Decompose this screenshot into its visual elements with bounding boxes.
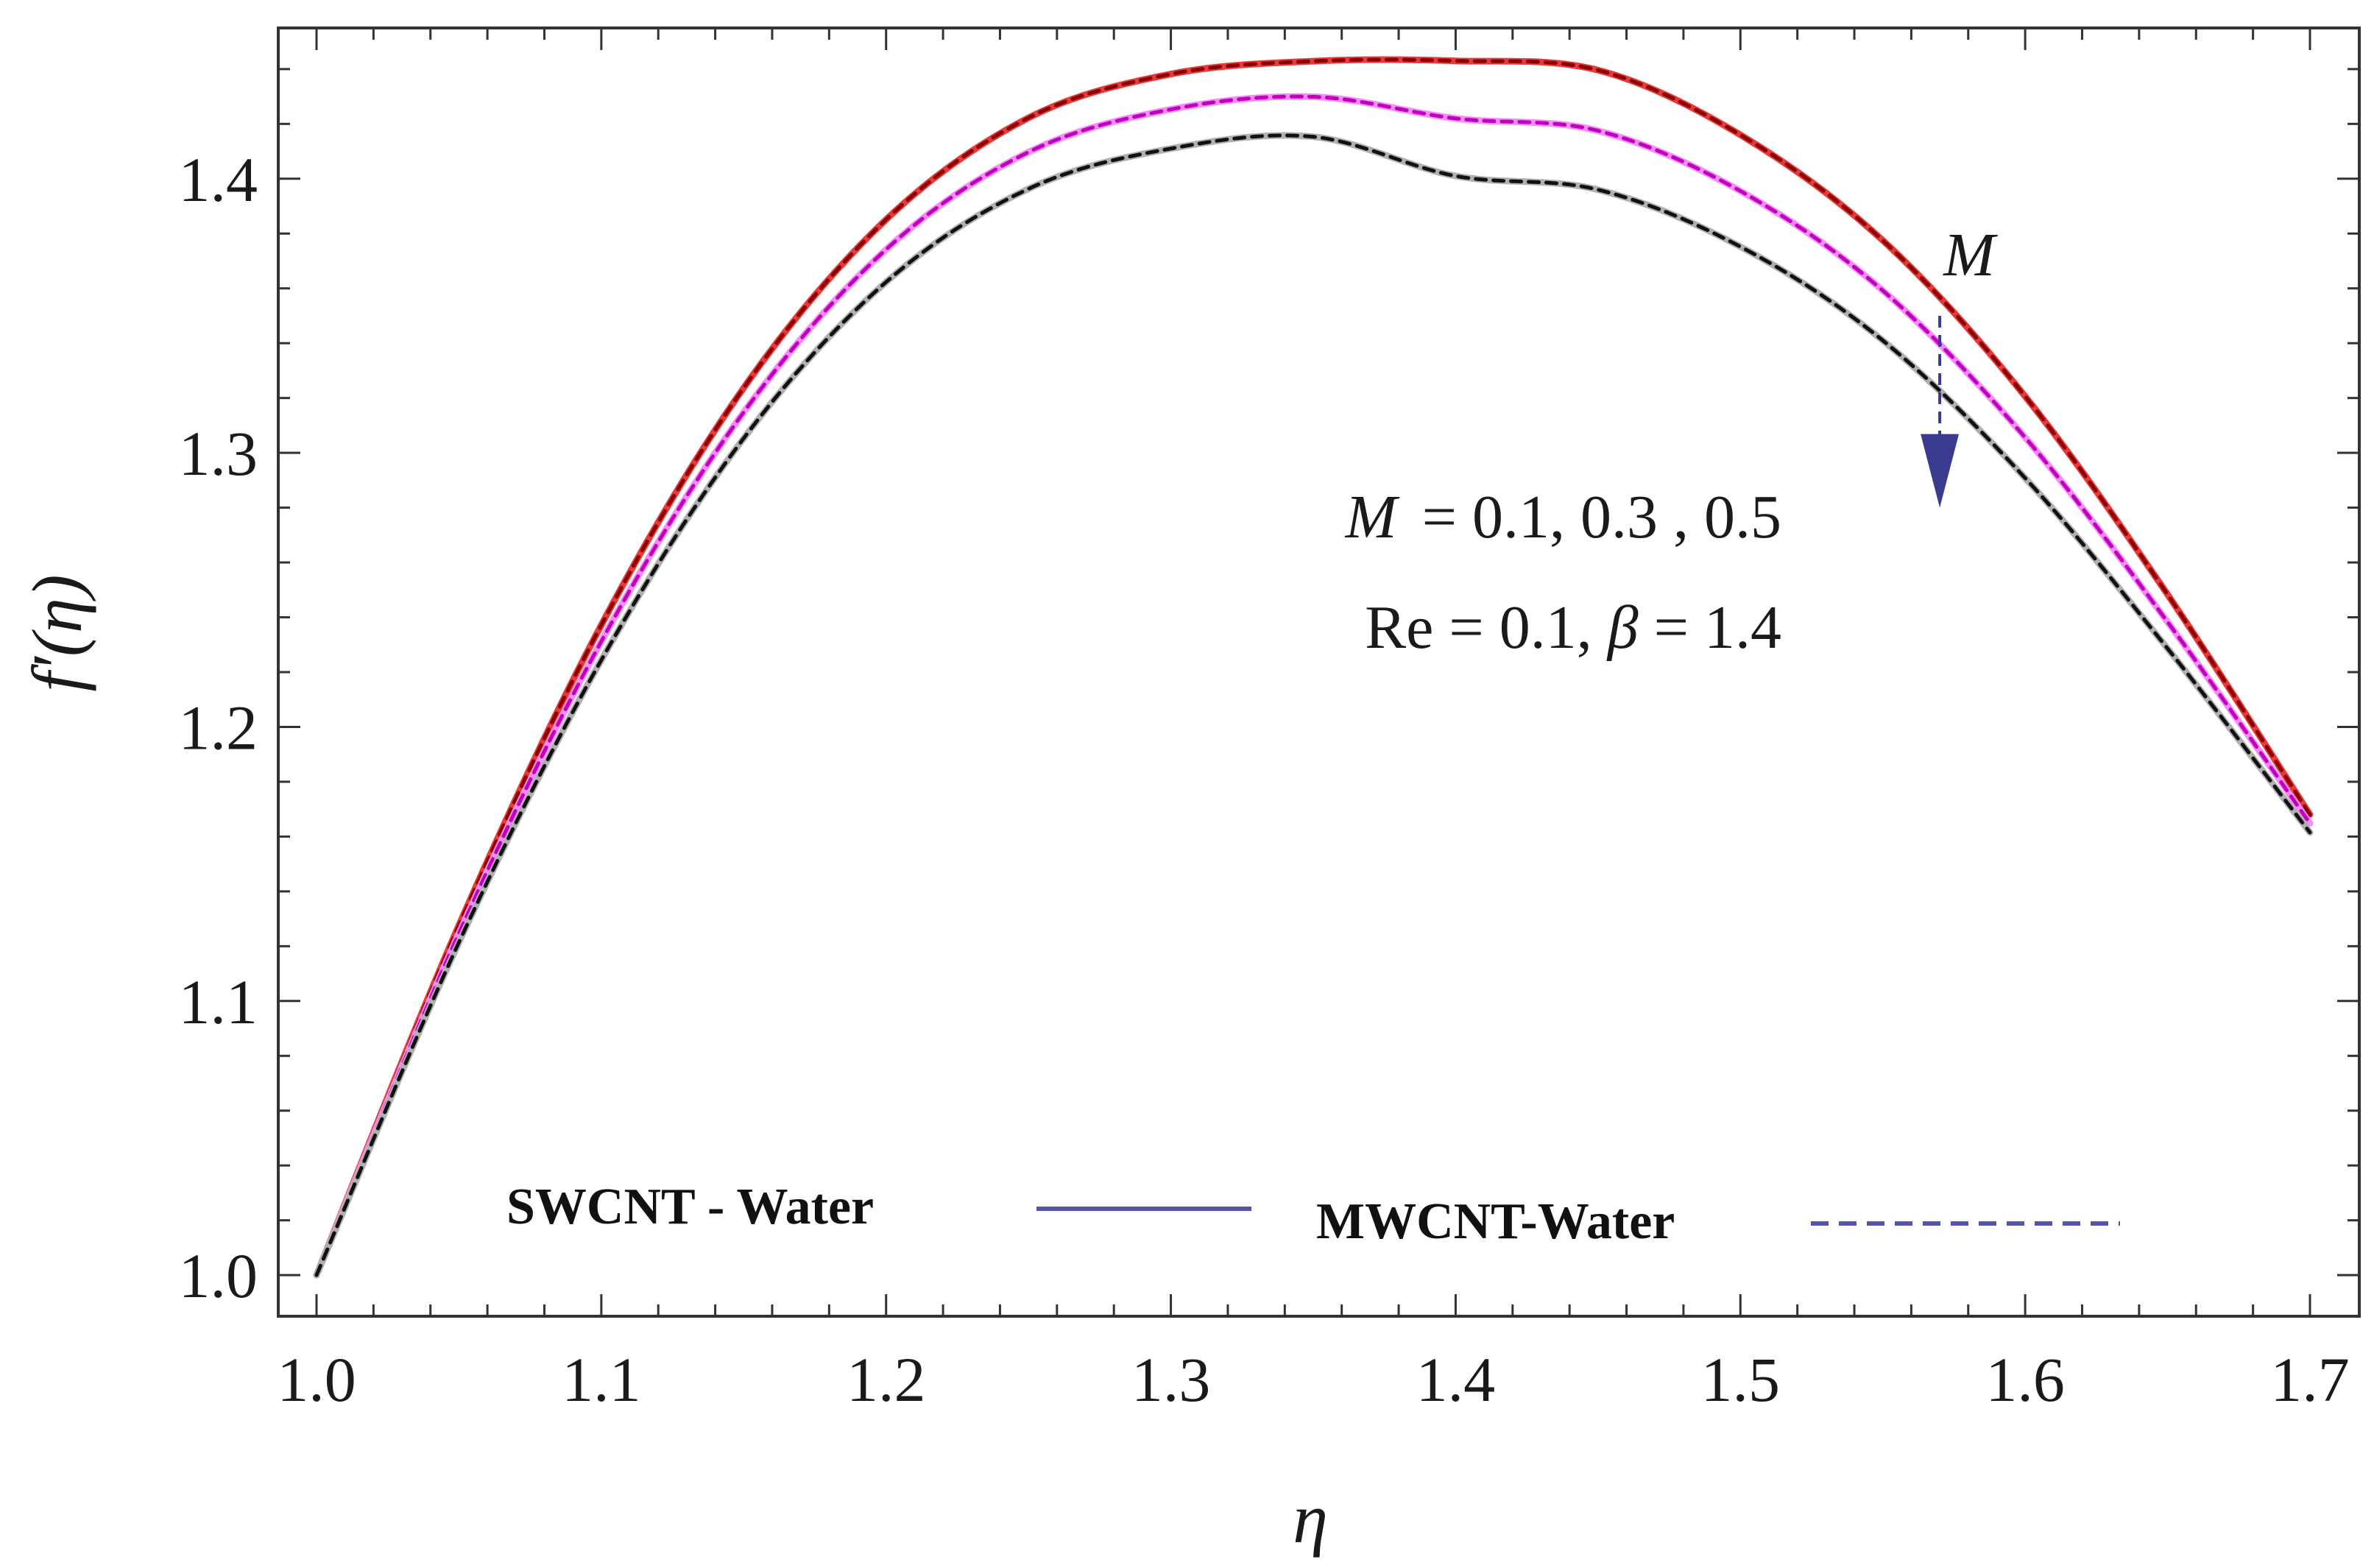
legend-label-swcnt: SWCNT - Water — [506, 1179, 874, 1235]
y-tick-label: 1.3 — [179, 418, 258, 489]
x-tick-label: 1.3 — [1131, 1344, 1211, 1415]
x-tick-label: 1.2 — [847, 1344, 926, 1415]
trend-arrow: M — [1921, 221, 1998, 508]
y-tick-label: 1.4 — [179, 144, 258, 215]
parameter-annotation-line-1: M = 0.1, 0.3 , 0.5 — [1345, 483, 1781, 551]
y-axis-title: f′(η) — [18, 574, 96, 691]
series-line-6 — [314, 133, 2312, 1277]
x-tick-label: 1.5 — [1701, 1344, 1781, 1415]
y-tick-label: 1.1 — [179, 967, 258, 1037]
x-tick-label: 1.7 — [2270, 1344, 2350, 1415]
plot-series — [313, 56, 2314, 1279]
legend: SWCNT - Water MWCNT-Water — [506, 1179, 2120, 1250]
x-tick-label: 1.1 — [562, 1344, 641, 1415]
parameter-m-values: = 0.1, 0.3 , 0.5 — [1422, 483, 1781, 551]
x-tick-label: 1.4 — [1416, 1344, 1496, 1415]
trend-arrow-label: M — [1943, 221, 1998, 289]
series-line-4 — [314, 94, 2312, 1277]
parameter-annotation-line-2: Re = 0.1, β = 1.4 — [1365, 593, 1781, 662]
legend-label-mwcnt: MWCNT-Water — [1316, 1193, 1675, 1250]
parameter-beta-value: = 1.4 — [1639, 593, 1781, 662]
y-tick-label: 1.0 — [179, 1240, 258, 1311]
y-tick-label: 1.2 — [179, 692, 258, 763]
x-tick-label: 1.6 — [1985, 1344, 2065, 1415]
parameter-symbol-beta: β — [1606, 593, 1639, 662]
x-tick-label: 1.0 — [277, 1344, 356, 1415]
parameter-symbol-m: M — [1345, 483, 1400, 551]
trend-arrow-head — [1921, 434, 1960, 508]
series-line-2 — [314, 57, 2312, 1277]
x-axis-title: η — [1293, 1479, 1328, 1558]
axis-tick-labels: 1.0 1.1 1.2 1.3 1.4 1.5 1.6 1.7 1.0 1.1 1.2 1.3 1.4 — [179, 144, 2350, 1415]
parameter-re-value: Re = 0.1, — [1365, 593, 1608, 662]
axis-ticks — [278, 28, 2359, 1316]
